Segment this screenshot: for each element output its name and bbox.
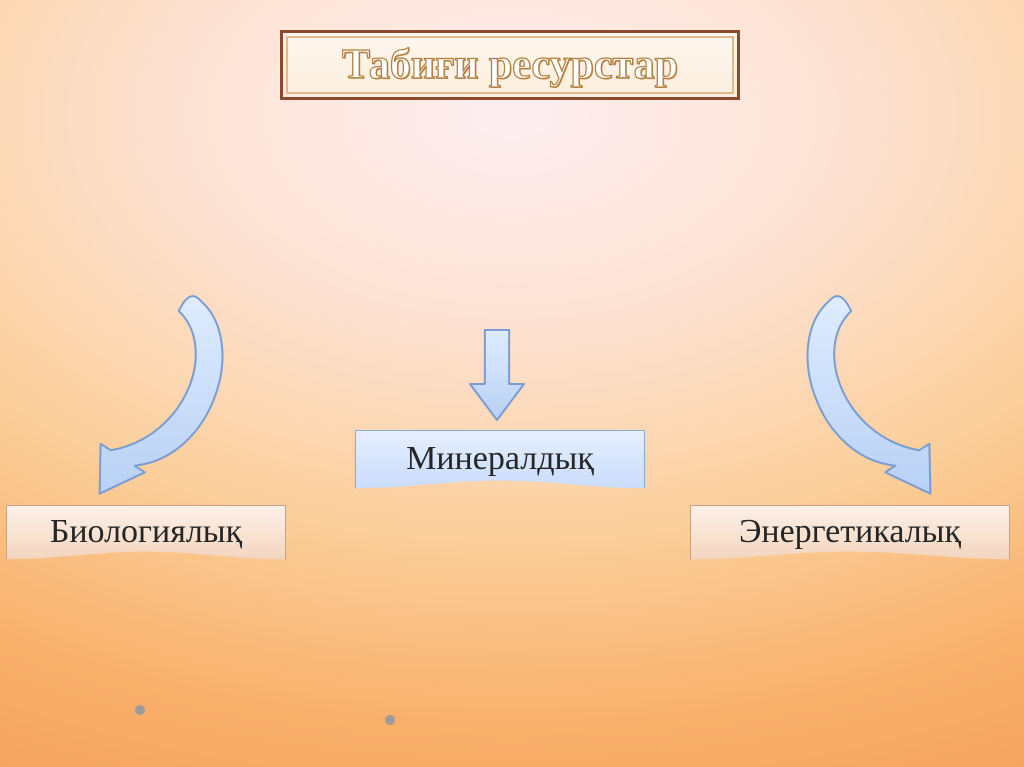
- title-box: Табиғи ресурстар: [280, 30, 740, 100]
- arrow-curve-right: [790, 290, 970, 500]
- category-label: Биологиялық: [50, 513, 242, 551]
- category-label: Энергетикалық: [739, 513, 961, 551]
- decor-dot: [385, 715, 395, 725]
- category-box-energy: Энергетикалық: [690, 505, 1010, 565]
- category-box-biological: Биологиялық: [6, 505, 286, 565]
- arrow-down: [470, 330, 524, 420]
- category-box-mineral: Минералдық: [355, 430, 645, 494]
- arrow-curve-left: [60, 290, 240, 500]
- title-text: Табиғи ресурстар: [342, 41, 678, 89]
- diagram-canvas: Табиғи ресурстар Биологиялық Минералдық Эне…: [0, 0, 1024, 767]
- decor-dot: [135, 705, 145, 715]
- category-label: Минералдық: [406, 440, 594, 478]
